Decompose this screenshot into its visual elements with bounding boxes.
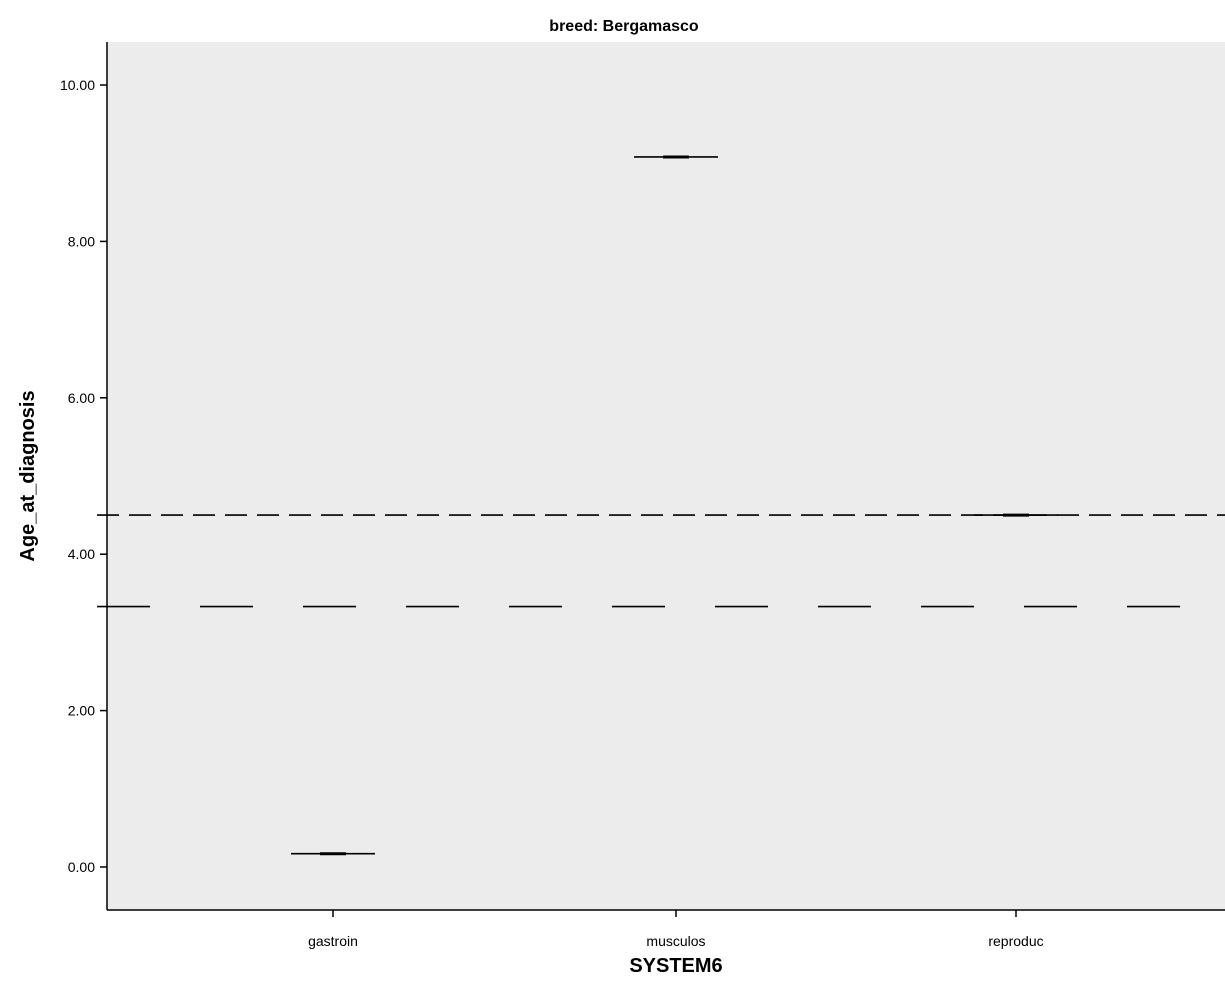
plot-area	[107, 42, 1225, 910]
x-axis-title: SYSTEM6	[629, 955, 722, 977]
y-tick-label: 0.00	[68, 859, 95, 875]
y-tick-label: 10.00	[60, 77, 95, 93]
y-axis-title: Age_at_diagnosis	[17, 390, 39, 561]
x-axis-ticks: gastroin musculos reproduc	[308, 910, 1044, 949]
x-tick-label: gastroin	[308, 933, 358, 949]
x-tick-label: reproduc	[988, 933, 1043, 949]
data-marks	[291, 155, 1058, 856]
y-tick-label: 8.00	[68, 233, 95, 249]
y-tick-label: 4.00	[68, 546, 95, 562]
y-tick-label: 2.00	[68, 703, 95, 719]
x-tick-label: musculos	[646, 933, 705, 949]
y-tick-label: 6.00	[68, 390, 95, 406]
y-axis-ticks: 0.00 2.00 4.00 6.00 8.00 10.00	[60, 77, 107, 875]
chart-title: breed: Bergamasco	[549, 18, 699, 35]
